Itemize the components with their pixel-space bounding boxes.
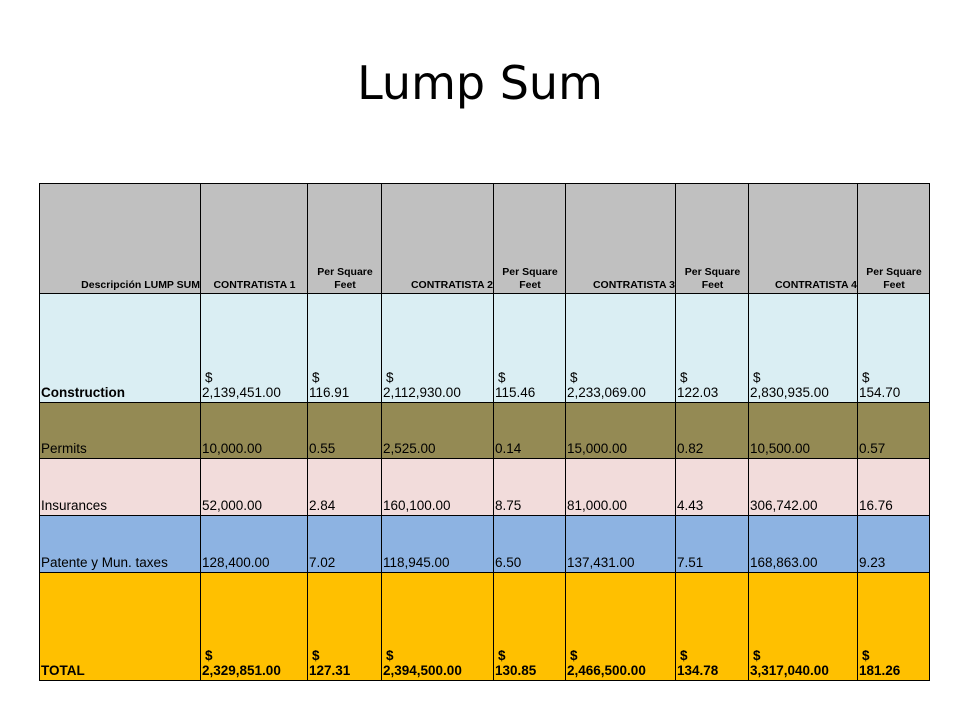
- currency-symbol: $: [753, 370, 761, 385]
- currency-symbol: $: [312, 648, 320, 663]
- cell-value: 130.85: [495, 663, 537, 678]
- table-row-construction: Construction $2,139,451.00 $116.91 $2,11…: [39, 293, 930, 403]
- slide-title: Lump Sum: [357, 56, 603, 110]
- table-cell: $2,394,500.00: [381, 572, 494, 681]
- table-cell: $181.26: [857, 572, 930, 681]
- currency-symbol: $: [205, 648, 213, 663]
- table-cell: 2,525.00: [381, 402, 494, 459]
- table-cell: $116.91: [307, 293, 382, 403]
- table-cell: 7.02: [307, 515, 382, 573]
- table-cell: 0.55: [307, 402, 382, 459]
- cell-value: 2,233,069.00: [567, 385, 646, 400]
- table-cell: 10,500.00: [748, 402, 858, 459]
- table-cell: 306,742.00: [748, 458, 858, 516]
- cell-value: 3,317,040.00: [750, 663, 829, 678]
- table-cell: $2,466,500.00: [565, 572, 676, 681]
- cell-value: 154.70: [859, 385, 901, 400]
- cell-value: 127.31: [309, 663, 351, 678]
- header-description: Descripción LUMP SUM: [39, 183, 201, 294]
- header-per-square-feet-4: Per Square Feet: [857, 183, 930, 294]
- currency-symbol: $: [386, 370, 394, 385]
- cell-value: 115.46: [495, 385, 536, 400]
- table-cell: $127.31: [307, 572, 382, 681]
- cell-value: 116.91: [309, 385, 350, 400]
- table-cell: $130.85: [493, 572, 566, 681]
- currency-symbol: $: [570, 370, 578, 385]
- table-cell: 6.50: [493, 515, 566, 573]
- table-cell: 168,863.00: [748, 515, 858, 573]
- row-label: Patente y Mun. taxes: [39, 515, 201, 573]
- cell-value: 2,139,451.00: [202, 385, 281, 400]
- table-cell: 81,000.00: [565, 458, 676, 516]
- cell-value: 2,830,935.00: [750, 385, 829, 400]
- table-cell: 2.84: [307, 458, 382, 516]
- header-row: Descripción LUMP SUM CONTRATISTA 1 Per S…: [39, 183, 930, 294]
- table-cell: 137,431.00: [565, 515, 676, 573]
- lump-sum-table: Descripción LUMP SUM CONTRATISTA 1 Per S…: [39, 183, 930, 681]
- table-cell: 0.14: [493, 402, 566, 459]
- table-cell: $2,830,935.00: [748, 293, 858, 403]
- table-cell: 7.51: [675, 515, 749, 573]
- table-cell: $2,112,930.00: [381, 293, 494, 403]
- header-per-square-feet-3: Per Square Feet: [675, 183, 749, 294]
- row-label: Insurances: [39, 458, 201, 516]
- row-label: TOTAL: [39, 572, 201, 681]
- table-cell: $2,329,851.00: [200, 572, 308, 681]
- row-label: Permits: [39, 402, 201, 459]
- cell-value: 134.78: [677, 663, 719, 678]
- table-cell: $154.70: [857, 293, 930, 403]
- table-cell: 16.76: [857, 458, 930, 516]
- currency-symbol: $: [680, 648, 688, 663]
- table-cell: $115.46: [493, 293, 566, 403]
- currency-symbol: $: [498, 370, 506, 385]
- table-cell: $3,317,040.00: [748, 572, 858, 681]
- cell-value: 181.26: [859, 663, 901, 678]
- table-cell: 128,400.00: [200, 515, 308, 573]
- cell-value: 2,466,500.00: [567, 663, 646, 678]
- table-cell: 15,000.00: [565, 402, 676, 459]
- currency-symbol: $: [680, 370, 688, 385]
- table-cell: 8.75: [493, 458, 566, 516]
- table-cell: 4.43: [675, 458, 749, 516]
- cell-value: 2,394,500.00: [383, 663, 462, 678]
- currency-symbol: $: [753, 648, 761, 663]
- table-cell: $134.78: [675, 572, 749, 681]
- table-row-patente-taxes: Patente y Mun. taxes 128,400.00 7.02 118…: [39, 515, 930, 573]
- cell-value: 2,112,930.00: [383, 385, 461, 400]
- cell-value: 2,329,851.00: [202, 663, 281, 678]
- table-cell: 9.23: [857, 515, 930, 573]
- header-per-square-feet-2: Per Square Feet: [493, 183, 566, 294]
- cell-value: 122.03: [677, 385, 719, 400]
- currency-symbol: $: [570, 648, 578, 663]
- table-cell: 0.82: [675, 402, 749, 459]
- header-contratista-1: CONTRATISTA 1: [200, 183, 308, 294]
- table-row-total: TOTAL $2,329,851.00 $127.31 $2,394,500.0…: [39, 572, 930, 681]
- currency-symbol: $: [862, 648, 870, 663]
- currency-symbol: $: [205, 370, 213, 385]
- currency-symbol: $: [498, 648, 506, 663]
- currency-symbol: $: [862, 370, 870, 385]
- table-cell: 10,000.00: [200, 402, 308, 459]
- table-cell: $122.03: [675, 293, 749, 403]
- row-label: Construction: [39, 293, 201, 403]
- table-cell: $2,139,451.00: [200, 293, 308, 403]
- header-per-square-feet-1: Per Square Feet: [307, 183, 382, 294]
- table-cell: 52,000.00: [200, 458, 308, 516]
- currency-symbol: $: [312, 370, 320, 385]
- table-row-permits: Permits 10,000.00 0.55 2,525.00 0.14 15,…: [39, 402, 930, 459]
- table-row-insurances: Insurances 52,000.00 2.84 160,100.00 8.7…: [39, 458, 930, 516]
- table-cell: 118,945.00: [381, 515, 494, 573]
- table-cell: 0.57: [857, 402, 930, 459]
- currency-symbol: $: [386, 648, 394, 663]
- header-contratista-3: CONTRATISTA 3: [565, 183, 676, 294]
- header-contratista-4: CONTRATISTA 4: [748, 183, 858, 294]
- table-cell: 160,100.00: [381, 458, 494, 516]
- header-contratista-2: CONTRATISTA 2: [381, 183, 494, 294]
- table-cell: $2,233,069.00: [565, 293, 676, 403]
